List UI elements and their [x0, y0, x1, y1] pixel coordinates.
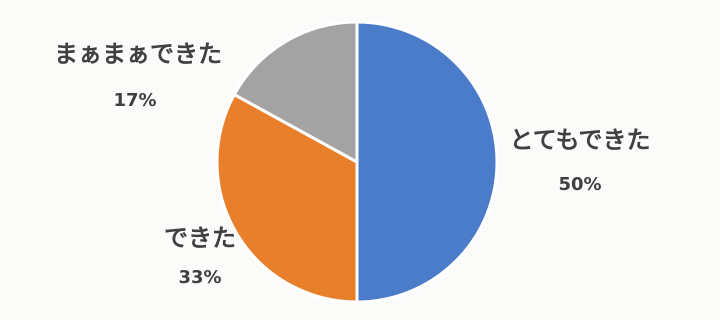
slice-label-1: とてもできた [509, 126, 650, 154]
pie-slice-2 [215, 93, 359, 304]
slice-label-2: できた [164, 224, 236, 252]
slice-label-3: まぁまぁできた [54, 40, 222, 68]
pie-slice-3 [232, 20, 359, 164]
slice-value-label-2: 33% [178, 267, 221, 288]
slice-value-label-1: 50% [558, 174, 601, 195]
slice-value-label-3: 17% [113, 90, 156, 111]
pie-slice-1 [355, 20, 499, 304]
